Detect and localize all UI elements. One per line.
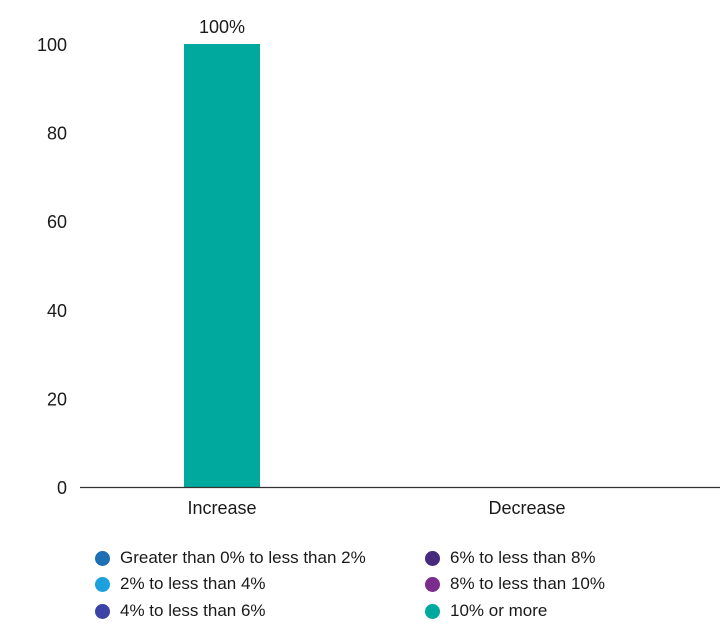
y-tick-label: 80 [47, 124, 67, 144]
bar-chart-plot: 0 20 40 60 80 100 100% Increase Decrease [37, 17, 720, 518]
x-category-label: Increase [187, 498, 256, 518]
data-label: 100% [199, 17, 245, 37]
legend-label: Greater than 0% to less than 2% [120, 548, 366, 567]
bar-increase-series-5 [184, 44, 260, 487]
y-tick-label: 0 [57, 478, 67, 498]
y-tick-label: 40 [47, 301, 67, 321]
legend-item: 10% or more [425, 598, 547, 624]
legend-label: 10% or more [450, 601, 548, 620]
y-tick-label: 60 [47, 212, 67, 232]
x-category-label: Decrease [488, 498, 565, 518]
legend-swatch-icon [95, 550, 110, 566]
legend-item: 6% to less than 8% [425, 545, 596, 571]
legend-item: Greater than 0% to less than 2% [95, 545, 366, 571]
legend-label: 2% to less than 4% [120, 574, 266, 593]
legend-swatch-icon [425, 576, 440, 592]
chart-legend: Greater than 0% to less than 2% 2% to les… [0, 540, 720, 639]
y-tick-label: 20 [47, 389, 67, 409]
legend-swatch-icon [95, 603, 110, 619]
legend-label: 8% to less than 10% [450, 574, 605, 593]
legend-item: 8% to less than 10% [425, 571, 605, 597]
legend-swatch-icon [425, 550, 440, 566]
legend-item: 4% to less than 6% [95, 598, 266, 624]
legend-swatch-icon [95, 576, 110, 592]
legend-label: 4% to less than 6% [120, 601, 266, 620]
legend-item: 2% to less than 4% [95, 571, 266, 597]
legend-swatch-icon [425, 603, 440, 619]
legend-label: 6% to less than 8% [450, 548, 596, 567]
y-tick-label: 100 [37, 35, 67, 55]
